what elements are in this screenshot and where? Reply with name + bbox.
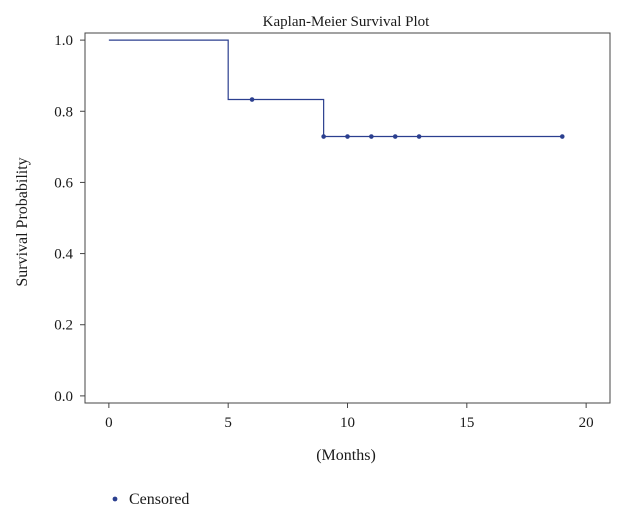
x-axis: 0 5 10 15 20: [105, 403, 594, 431]
y-tick-label: 1.0: [54, 33, 73, 49]
y-tick-label: 0.8: [54, 104, 73, 120]
censored-marker: [392, 134, 398, 139]
survival-step-line: [108, 39, 563, 138]
legend-censored-marker: [112, 496, 118, 502]
censored-marker: [559, 134, 565, 139]
x-tick-label: 0: [105, 415, 113, 431]
chart-title: Kaplan-Meier Survival Plot: [263, 14, 430, 30]
x-tick-label: 15: [459, 415, 474, 431]
censored-marker: [345, 134, 350, 139]
y-tick-label: 0.2: [54, 318, 73, 334]
y-axis-label: Survival Probability: [14, 157, 31, 286]
censored-marker: [249, 97, 255, 102]
x-axis-label: (Months): [316, 447, 376, 464]
censored-marker: [321, 134, 326, 139]
censored-marker: [369, 134, 374, 139]
legend: Censored: [112, 491, 189, 508]
plot-area: [84, 32, 611, 404]
legend-censored-label: Censored: [129, 491, 189, 508]
y-tick-label: 0.6: [54, 175, 73, 191]
x-tick-label: 10: [340, 415, 355, 431]
x-tick-label: 20: [579, 415, 594, 431]
plot-frame: [84, 32, 611, 404]
series-group: [108, 39, 563, 138]
y-axis: 0.0 0.2 0.4 0.6 0.8 1.0: [54, 33, 85, 405]
x-tick-label: 5: [224, 415, 232, 431]
censor-markers: [249, 97, 565, 139]
censored-marker: [416, 134, 422, 139]
y-tick-label: 0.4: [54, 247, 73, 263]
y-tick-label: 0.0: [54, 389, 73, 405]
